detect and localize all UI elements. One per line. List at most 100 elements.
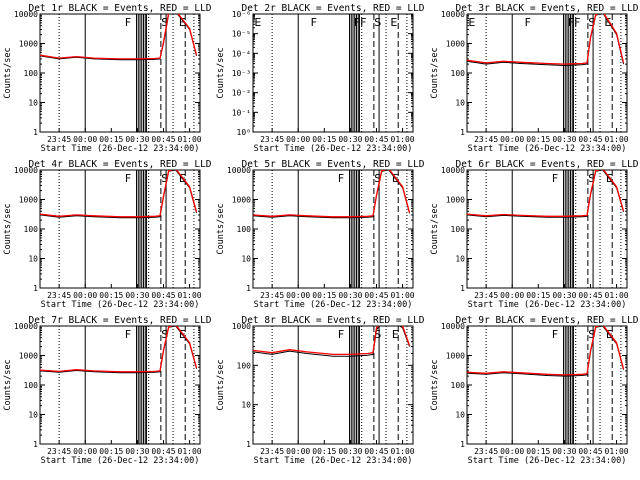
series-lld	[40, 326, 198, 373]
panel-title: Det 5r BLACK = Events, RED = LLD	[241, 159, 424, 170]
x-tick-label: 00:15	[312, 135, 336, 144]
x-axis-label: Start Time (26-Dec-12 23:34:00)	[41, 144, 200, 154]
y-tick-label: 1	[246, 284, 251, 293]
plot-frame	[39, 13, 201, 133]
y-tick-label: 10	[28, 99, 38, 108]
series-events	[467, 326, 624, 377]
x-tick-label: 23:45	[474, 135, 498, 144]
x-tick-label: 23:45	[260, 291, 284, 300]
y-tick-label: 100	[451, 69, 466, 78]
x-tick-label: 01:00	[178, 135, 202, 144]
x-tick-label: 00:00	[286, 291, 310, 300]
marker-f: F	[525, 16, 531, 29]
series-events	[40, 326, 197, 374]
panel-title: Det 9r BLACK = Events, RED = LLD	[455, 315, 638, 326]
x-tick-label: 01:00	[178, 291, 202, 300]
event-lines	[485, 170, 622, 288]
series-events	[467, 14, 624, 67]
x-tick-label: 00:45	[364, 135, 388, 144]
marker-f: F	[552, 328, 558, 341]
y-tick-label: 1000	[19, 352, 38, 361]
y-tick-label: 10000	[441, 10, 465, 19]
y-tick-label: 100	[24, 69, 39, 78]
x-tick-label: 00:00	[500, 447, 524, 456]
x-tick-label: 01:00	[605, 447, 629, 456]
x-tick-label: 01:00	[605, 291, 629, 300]
marker-f: F	[125, 172, 131, 185]
x-tick-label: 00:45	[578, 447, 602, 456]
x-tick-label: 00:45	[151, 135, 175, 144]
series-lld	[467, 326, 625, 376]
detector-panel-6: Det 6r BLACK = Events, RED = LLD 1 10 100 10…	[430, 159, 639, 310]
plot-frame	[252, 325, 414, 445]
series-group	[40, 170, 198, 219]
y-tick-label: 10	[455, 99, 465, 108]
series-events	[253, 170, 410, 219]
marker-e: E	[390, 16, 397, 29]
series-group	[40, 326, 198, 374]
series-lld	[40, 14, 198, 60]
marker-s: S	[374, 172, 381, 185]
y-axis-label: Counts/sec	[216, 359, 226, 410]
series-group	[467, 14, 625, 67]
series-group	[253, 326, 411, 357]
x-axis-label: Start Time (26-Dec-12 23:34:00)	[254, 144, 413, 154]
y-tick-label: 10	[241, 401, 251, 410]
plot-frame	[252, 169, 414, 289]
event-lines	[58, 170, 195, 288]
plot-frame	[466, 169, 628, 289]
x-tick-label: 23:45	[260, 135, 284, 144]
x-tick-label: 23:45	[47, 447, 71, 456]
y-tick-label: 10⁻³	[232, 69, 251, 78]
y-tick-label: 10000	[227, 166, 251, 175]
y-tick-label: 1	[33, 128, 38, 137]
detector-panel-3: Det 3r BLACK = Events, RED = LLD 1 10 100 10…	[430, 3, 639, 154]
panel-title: Det 6r BLACK = Events, RED = LLD	[455, 159, 638, 170]
x-tick-label: 00:30	[552, 291, 576, 300]
y-tick-label: 1	[246, 440, 251, 449]
detector-panel-4: Det 4r BLACK = Events, RED = LLD 1 10 100 10…	[3, 159, 212, 310]
marker-f: F	[338, 328, 344, 341]
event-lines	[485, 14, 622, 132]
plot-frame	[466, 325, 628, 445]
x-tick-label: 00:30	[338, 447, 362, 456]
x-tick-label: 00:00	[73, 447, 97, 456]
y-tick-label: 10	[28, 411, 38, 420]
y-tick-label: 10	[455, 411, 465, 420]
x-tick-label: 00:45	[151, 447, 175, 456]
series-lld	[253, 326, 411, 356]
marker-s: S	[374, 16, 381, 29]
y-axis-label: Counts/sec	[3, 359, 13, 410]
panel-title: Det 8r BLACK = Events, RED = LLD	[241, 315, 424, 326]
y-tick-label: 10⁻⁴	[232, 49, 251, 58]
marker-s: S	[374, 328, 381, 341]
x-tick-label: 00:15	[312, 291, 336, 300]
x-tick-label: 00:00	[500, 135, 524, 144]
detector-panel-2: Det 2r BLACK = Events, RED = LLD 10⁰ 10⁻¹ 1…	[216, 3, 425, 154]
x-tick-label: 00:15	[526, 447, 550, 456]
y-axis-label: Counts/sec	[216, 47, 226, 98]
event-lines	[485, 326, 622, 444]
plot-frame	[252, 13, 414, 133]
x-tick-label: 00:00	[73, 135, 97, 144]
y-tick-label: 10⁻²	[232, 89, 251, 98]
y-tick-label: 10	[241, 255, 251, 264]
y-tick-label: 1000	[19, 196, 38, 205]
marker-f: F	[552, 172, 558, 185]
x-axis-label: Start Time (26-Dec-12 23:34:00)	[468, 300, 627, 310]
series-events	[40, 170, 197, 219]
x-tick-label: 00:45	[578, 135, 602, 144]
y-tick-label: 1000	[446, 40, 465, 49]
x-tick-label: 00:00	[500, 291, 524, 300]
panel-title: Det 2r BLACK = Events, RED = LLD	[241, 3, 424, 14]
y-tick-label: 10000	[14, 322, 38, 331]
y-tick-label: 1000	[232, 322, 251, 331]
x-tick-label: 00:45	[151, 291, 175, 300]
x-tick-label: 01:00	[391, 291, 415, 300]
x-tick-label: 23:45	[47, 291, 71, 300]
x-tick-label: 01:00	[391, 135, 415, 144]
x-axis-label: Start Time (26-Dec-12 23:34:00)	[41, 300, 200, 310]
detector-panel-8: Det 8r BLACK = Events, RED = LLD 1 10 100 10…	[216, 315, 425, 466]
y-tick-label: 10⁻⁶	[232, 10, 251, 19]
